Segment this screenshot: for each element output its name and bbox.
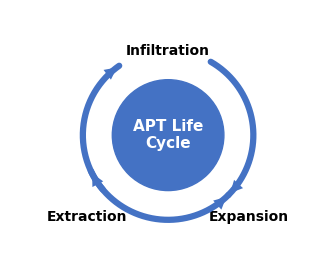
Text: Infiltration: Infiltration xyxy=(126,44,210,58)
Circle shape xyxy=(112,80,224,190)
Text: Expansion: Expansion xyxy=(209,210,289,224)
Text: APT Life
Cycle: APT Life Cycle xyxy=(133,119,203,151)
Text: Extraction: Extraction xyxy=(47,210,128,224)
